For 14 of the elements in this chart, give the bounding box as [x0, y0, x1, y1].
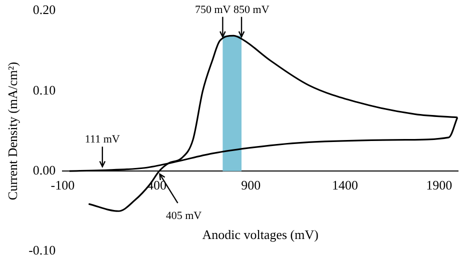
y-axis-title: Current Density (mA/cm²): [5, 62, 20, 200]
x-axis-title: Anodic voltages (mV): [202, 227, 318, 242]
x-tick-label: 1900: [426, 177, 452, 192]
x-tick-label: 1400: [332, 177, 358, 192]
annotation: 111 mV: [84, 134, 120, 146]
x-tick-label: 900: [241, 177, 261, 192]
y-tick-label: -0.10: [28, 242, 56, 258]
y-tick-label: 0.10: [32, 82, 56, 98]
y-tick-label: 0.20: [32, 2, 56, 18]
annotation: 850 mV: [234, 4, 270, 16]
annotation: 405 mV: [166, 210, 202, 222]
annotation: 750 mV: [194, 4, 231, 16]
x-tick-label: -100: [50, 177, 75, 192]
y-tick-label: 0.00: [32, 162, 56, 178]
